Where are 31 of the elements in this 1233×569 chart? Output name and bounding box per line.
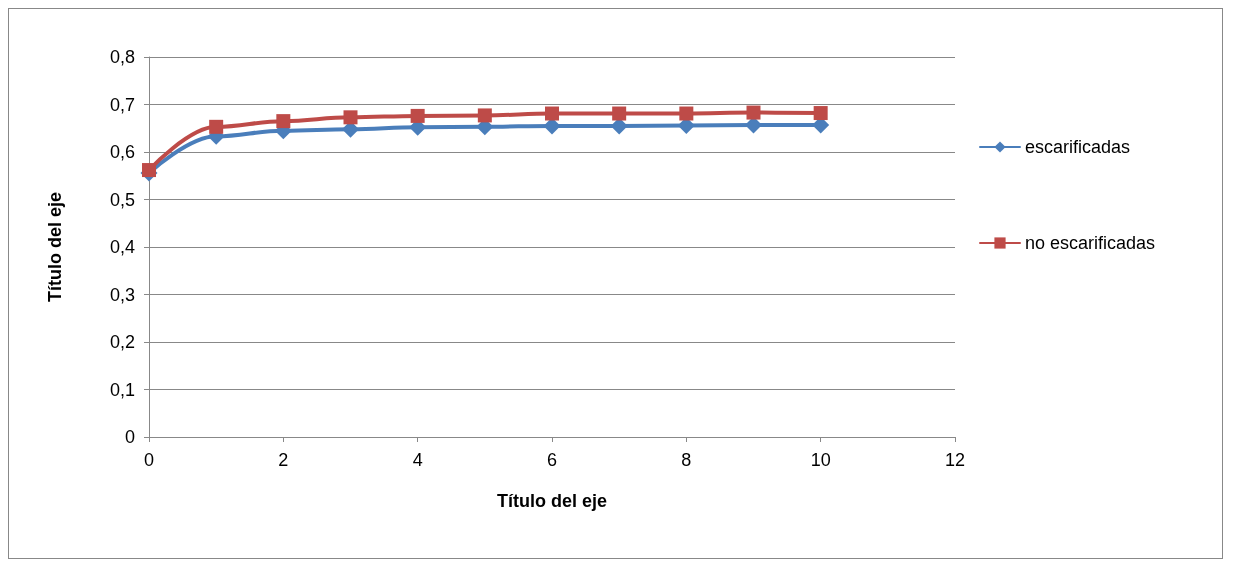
- y-tick-label: 0,8: [109, 47, 135, 67]
- x-axis-title: Título del eje: [496, 491, 608, 511]
- y-tick-label: 0: [124, 427, 135, 447]
- y-tick-label: 0,6: [109, 142, 135, 162]
- y-tick-label: 0,3: [109, 284, 135, 305]
- x-tick-label: 6: [546, 450, 558, 470]
- point: [612, 106, 627, 121]
- point: [410, 108, 425, 123]
- y-tick-label: 0,5: [109, 189, 135, 210]
- legend-label: escarificadas: [1025, 137, 1131, 157]
- point: [209, 119, 224, 134]
- y-tick-label: 0,4: [109, 237, 135, 257]
- y-tick-label: 0,2: [109, 332, 135, 352]
- x-tick-label: 8: [681, 450, 692, 470]
- x-tick-label: 4: [412, 450, 423, 470]
- point: [276, 114, 291, 129]
- point: [813, 106, 828, 121]
- y-tick-label: 0,1: [109, 379, 135, 400]
- point: [142, 163, 156, 178]
- point: [477, 108, 492, 123]
- x-tick-label: 2: [278, 450, 289, 470]
- x-tick-label: 12: [944, 450, 966, 470]
- legend-label: no escarificadas: [1025, 233, 1156, 253]
- x-tick-label: 10: [810, 450, 831, 470]
- y-axis-title: Título del eje: [45, 191, 65, 303]
- y-tick-label: 0,7: [109, 94, 135, 115]
- point: [679, 106, 694, 121]
- x-tick-label: 0: [143, 450, 155, 470]
- point: [746, 105, 761, 120]
- point: [545, 106, 559, 121]
- point: [343, 110, 358, 125]
